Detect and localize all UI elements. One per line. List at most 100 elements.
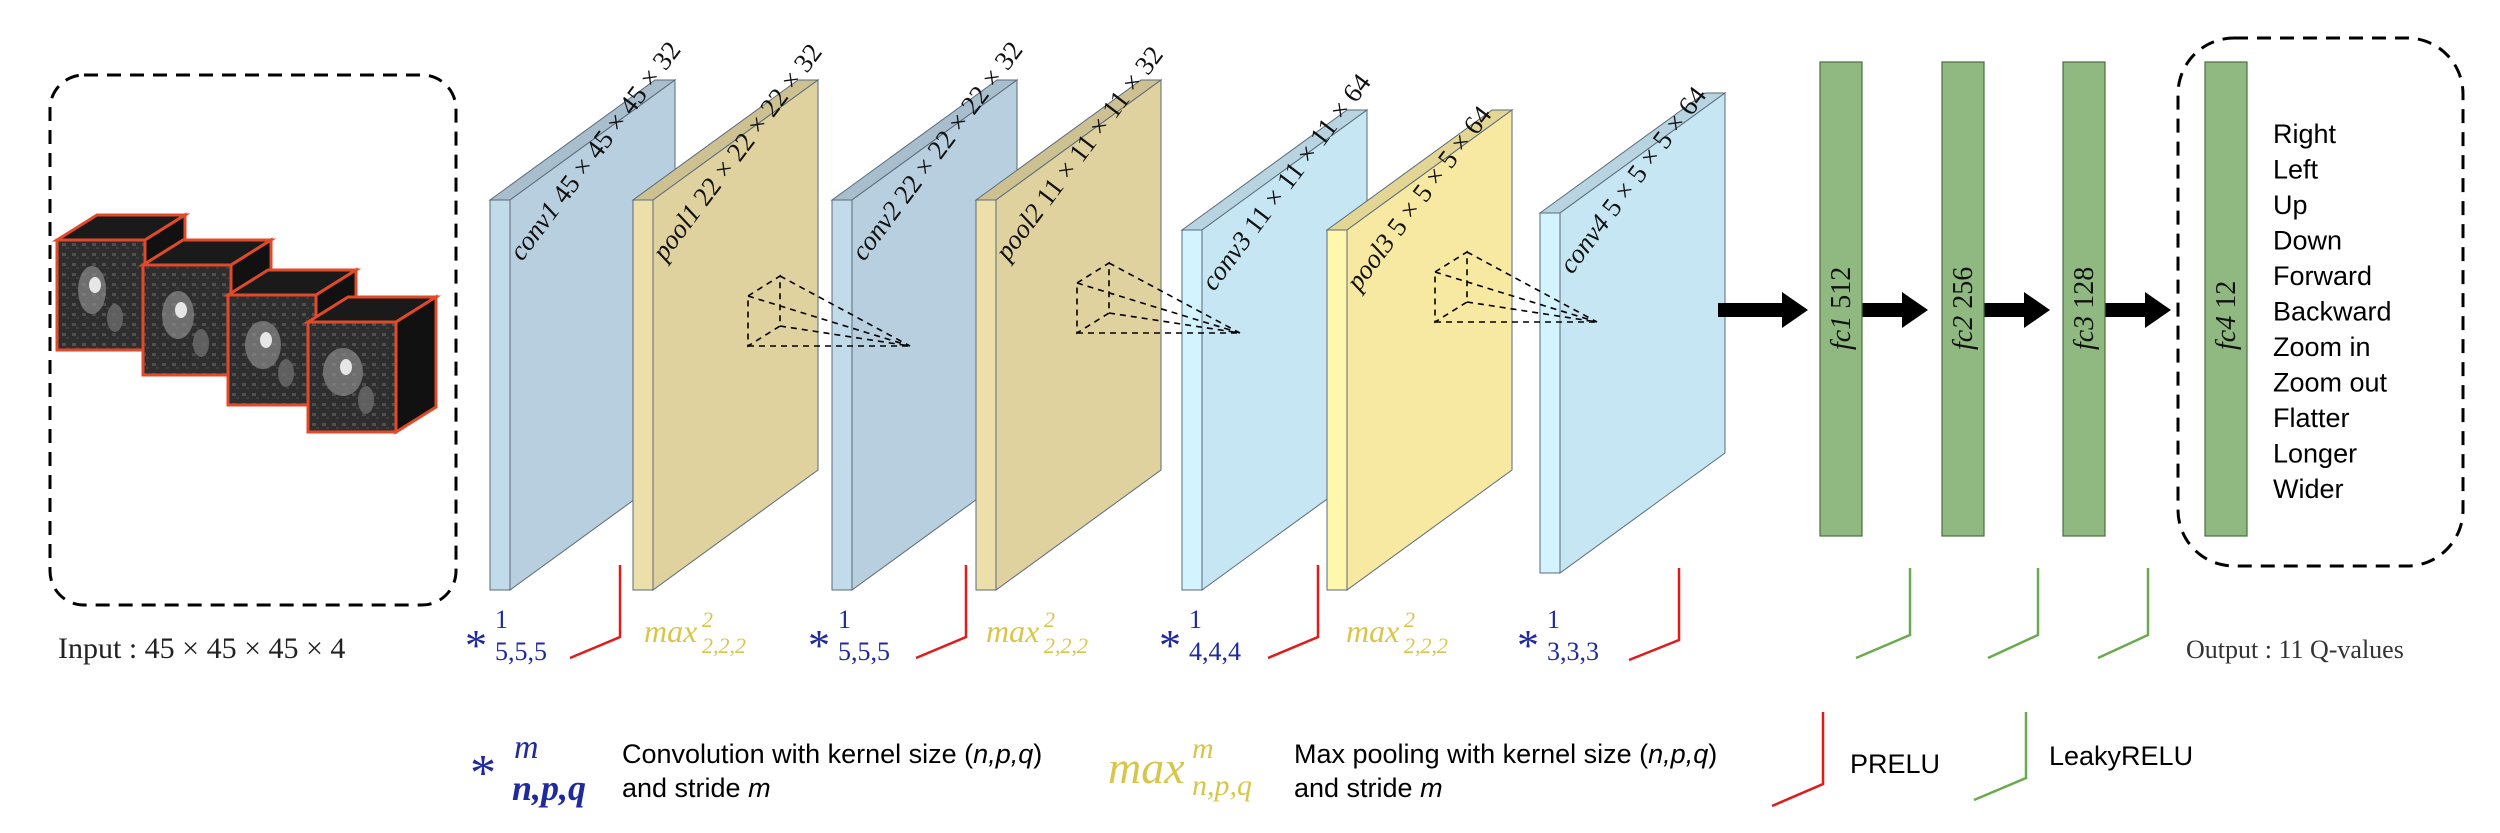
layer-fc3-bar: [2062, 61, 2106, 537]
layer-fc2-label: fc2 256: [1948, 267, 1979, 350]
output-panel: Right Left Up Down Forward Backward Zoom in Zoo…: [2176, 36, 2465, 664]
arrow-to-fc4: [2103, 292, 2171, 328]
legend-conv-symbol: *: [470, 745, 496, 802]
input-dashed-box: [48, 73, 458, 607]
op-stride: 1: [1547, 605, 1560, 634]
op-symbol: *: [465, 621, 487, 670]
op-stride: 1: [838, 605, 851, 634]
layer-pool2-face: [995, 79, 1162, 591]
action-item: Down: [2273, 226, 2342, 256]
layer-fc4: fc4 12: [2204, 61, 2248, 537]
layer-fc1: fc1 512: [1819, 61, 1863, 537]
prelu-marker-3: [1267, 565, 1320, 660]
legend-prelu-marker: [1771, 712, 1825, 808]
op-symbol: max: [1346, 613, 1399, 649]
prelu-marker-4: [1628, 568, 1681, 662]
action-item: Wider: [2273, 474, 2344, 504]
op-kernel: 4,4,4: [1189, 637, 1241, 666]
receptive-field-3: [1434, 250, 1598, 324]
action-item: Zoom in: [2273, 332, 2371, 362]
op-symbol: max: [644, 613, 697, 649]
action-item: Backward: [2273, 297, 2392, 327]
legend-conv-sup: m: [514, 729, 539, 766]
legend-pool-sub: n,p,q: [1192, 769, 1252, 802]
op-conv-5: * 1 4,4,4: [1159, 605, 1241, 670]
legend: * m n,p,q Convolution with kernel size (…: [470, 712, 2193, 808]
op-kernel: 5,5,5: [495, 637, 547, 666]
op-pool-6: max 22,2,2: [1346, 607, 1448, 658]
legend-pool-text-2: and stride m: [1294, 773, 1443, 803]
layer-fc2: fc2 256: [1941, 61, 1985, 537]
op-symbol: *: [808, 621, 830, 670]
legend-pool-text-1: Max pooling with kernel size (n,p,q): [1294, 739, 1717, 769]
leaky-marker-1: [1855, 568, 1912, 660]
input-volumes: [51, 212, 442, 435]
op-conv-7: * 1 3,3,3: [1517, 605, 1599, 670]
op-kernel: 2,2,2: [702, 633, 746, 658]
layer-pool3-edge: [1326, 229, 1348, 591]
layer-conv4-edge: [1539, 212, 1561, 574]
layer-conv3-edge: [1181, 229, 1203, 591]
input-panel: Input : 45 × 45 × 45 × 4: [48, 73, 458, 665]
op-conv-1: * 1 5,5,5: [465, 605, 547, 670]
layer-pool3-face: [1346, 109, 1513, 591]
action-item: Longer: [2273, 439, 2357, 469]
action-list: Right Left Up Down Forward Backward Zoom in Zoo…: [2273, 119, 2392, 504]
action-item: Flatter: [2273, 403, 2350, 433]
layer-conv1-edge: [489, 199, 511, 591]
layer-pool1: pool1 22 × 22 × 22 × 32: [631, 38, 828, 591]
input-label: Input : 45 × 45 × 45 × 4: [58, 632, 345, 665]
layer-pool2: pool2 11 × 11 × 11 × 32: [974, 40, 1169, 591]
op-stride: 2: [1404, 607, 1415, 632]
legend-prelu-label: PRELU: [1850, 749, 1940, 779]
layer-pool1-edge: [632, 199, 654, 591]
op-stride: 1: [1189, 605, 1202, 634]
action-item: Right: [2273, 119, 2337, 149]
legend-leaky-label: LeakyRELU: [2049, 741, 2193, 771]
op-kernel: 3,3,3: [1547, 637, 1599, 666]
legend-conv-text-1: Convolution with kernel size (n,p,q): [622, 739, 1042, 769]
layer-fc2-bar: [1941, 61, 1985, 537]
arrow-to-fc1: [1718, 292, 1808, 328]
arrow-to-fc2: [1860, 292, 1928, 328]
layer-conv2-edge: [831, 199, 853, 591]
arrow-to-fc3: [1982, 292, 2050, 328]
action-item: Left: [2273, 155, 2319, 185]
layer-fc1-bar: [1819, 61, 1863, 537]
legend-pool-sup: m: [1192, 732, 1214, 765]
layer-fc1-label: fc1 512: [1826, 267, 1857, 350]
prelu-marker-1: [569, 565, 622, 660]
input-volume-3: [222, 267, 362, 408]
op-pool-2: max 22,2,2: [644, 607, 746, 658]
layer-fc4-label: fc4 12: [2211, 281, 2242, 350]
output-dashed-box: [2176, 36, 2465, 568]
prelu-marker-2: [915, 565, 968, 660]
op-symbol: *: [1159, 621, 1181, 670]
legend-leaky-marker: [1973, 712, 2028, 802]
op-pool-4: max 22,2,2: [986, 607, 1088, 658]
op-kernel: 2,2,2: [1044, 633, 1088, 658]
receptive-field-markers: [747, 250, 1598, 348]
leaky-marker-3: [2097, 568, 2150, 660]
op-symbol: max: [986, 613, 1039, 649]
legend-pool-symbol: max: [1108, 742, 1185, 793]
legend-conv-sub: n,p,q: [512, 768, 586, 808]
flow-arrows: [1718, 292, 2171, 328]
activation-markers: [569, 565, 2150, 662]
layer-fc3: fc3 128: [2062, 61, 2106, 537]
layer-pool2-edge: [975, 199, 997, 591]
op-conv-3: * 1 5,5,5: [808, 605, 890, 670]
op-stride: 2: [1044, 607, 1055, 632]
output-label: Output : 11 Q-values: [2186, 635, 2404, 664]
action-item: Zoom out: [2273, 368, 2388, 398]
fully-connected-layers: fc1 512 fc2 256 fc3 128 fc4 12: [1819, 61, 2248, 537]
receptive-field-1: [747, 274, 911, 348]
layer-fc3-label: fc3 128: [2069, 267, 2100, 350]
layer-fc4-bar: [2204, 61, 2248, 537]
layer-pool1-face: [652, 79, 819, 591]
op-kernel: 5,5,5: [838, 637, 890, 666]
